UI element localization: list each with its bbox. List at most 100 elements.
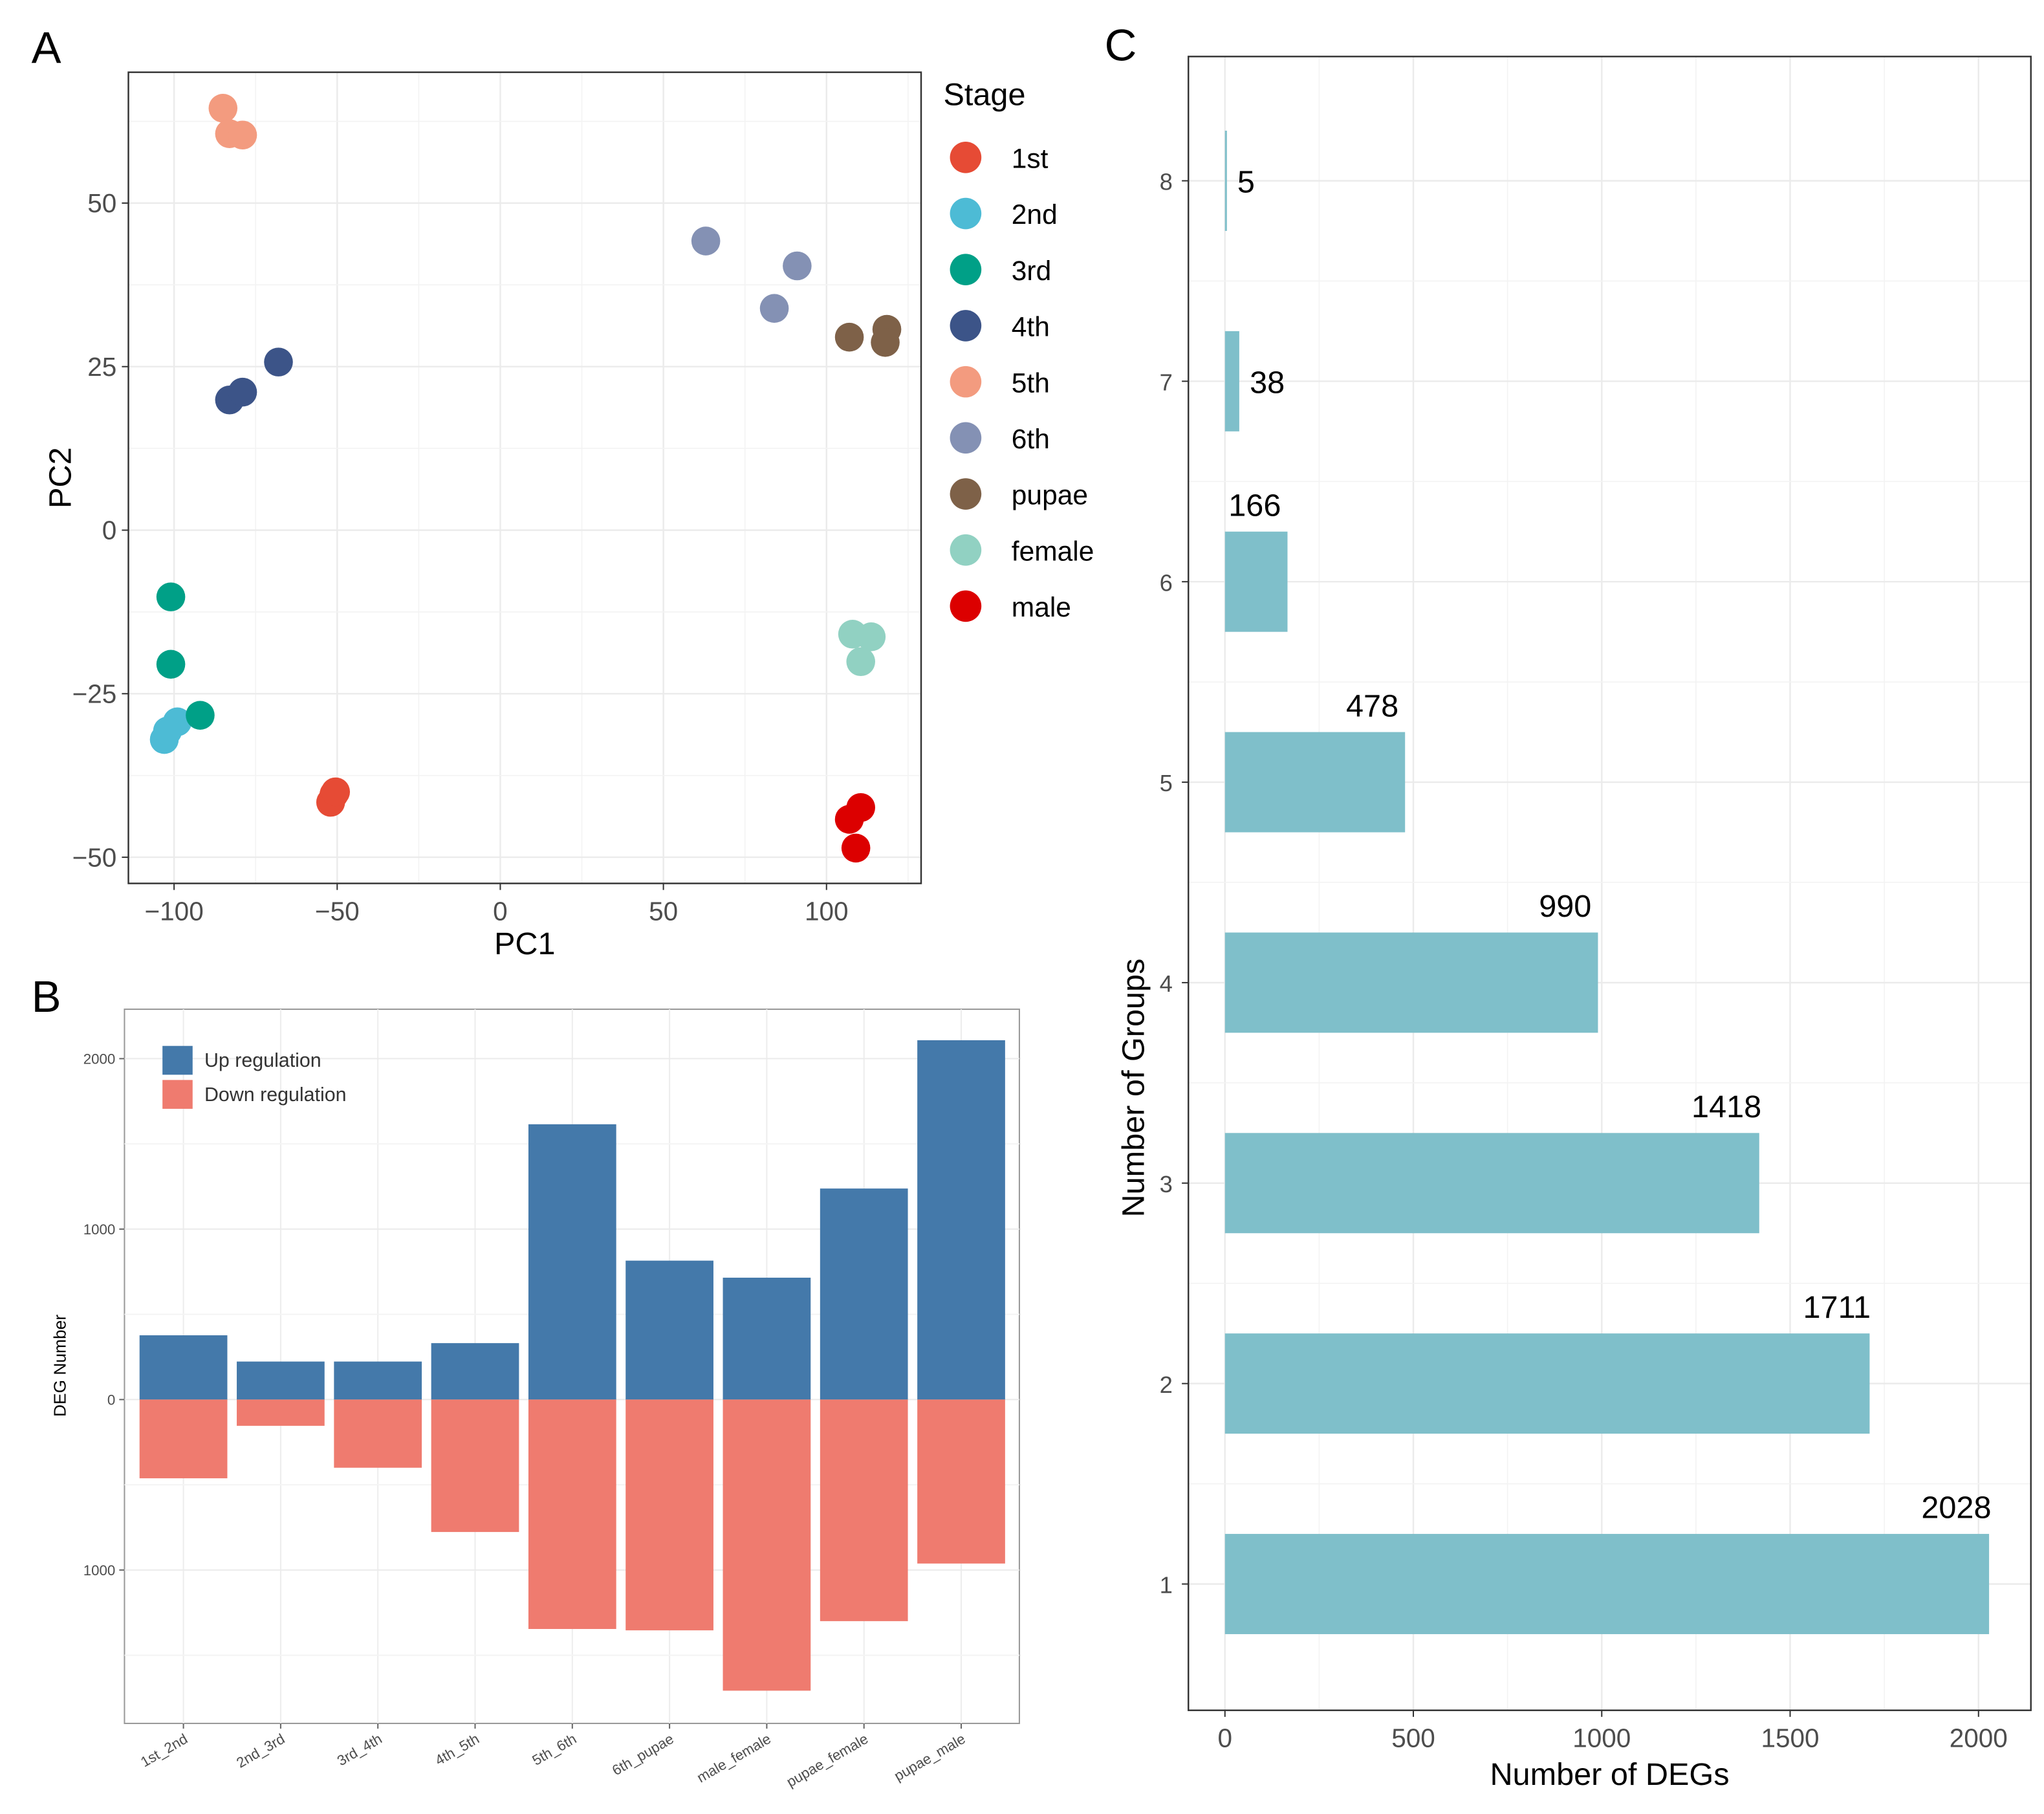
point-pupae (834, 322, 864, 352)
panel-letter-a: A (32, 23, 61, 72)
data-label: 2028 (1921, 1491, 1991, 1525)
legend-label-pupae: pupae (1012, 480, 1088, 511)
legend-label-up: Up regulation (204, 1049, 321, 1071)
legend-label-down: Down regulation (204, 1084, 347, 1106)
point-6th (759, 294, 789, 323)
panel-b-y-tick-label: 1000 (83, 1221, 116, 1238)
panel-a-x-tick-label: 50 (649, 896, 678, 926)
bar-group-7 (1224, 331, 1239, 432)
panel-c-y-tick-label: 7 (1160, 369, 1173, 396)
bar-up-5th_6th (528, 1124, 616, 1400)
point-4th (264, 347, 293, 377)
legend-key-female (950, 534, 982, 566)
bar-down-6th_pupae (625, 1399, 713, 1631)
legend-label-2nd: 2nd (1012, 199, 1058, 230)
panel-c-y-tick-label: 4 (1160, 970, 1173, 997)
point-5th (228, 120, 257, 150)
data-label: 1418 (1691, 1089, 1761, 1124)
legend-key-1st (950, 142, 982, 173)
panel-c-x-tick-label: 2000 (1950, 1723, 2008, 1753)
point-4th (228, 377, 257, 407)
legend-label-5th: 5th (1012, 367, 1050, 399)
bar-group-4 (1224, 932, 1598, 1033)
panel-c-x-tick-label: 0 (1217, 1723, 1232, 1753)
point-3rd (186, 701, 215, 730)
bar-down-5th_6th (528, 1399, 616, 1630)
bar-down-pupae_female (820, 1399, 908, 1621)
panel-c-y-axis-title: Number of Groups (1116, 959, 1151, 1218)
panel-a-x-axis-title: PC1 (494, 926, 556, 961)
data-label: 166 (1228, 488, 1281, 523)
bar-up-male_female (723, 1277, 811, 1400)
panel-a-y-tick-label: −25 (72, 679, 117, 708)
point-3rd (156, 582, 186, 611)
bar-up-6th_pupae (625, 1260, 713, 1400)
panel-b-y-tick-label: 0 (107, 1392, 115, 1408)
panel-c-y-tick-label: 6 (1160, 569, 1173, 596)
panel-b-x-tick-label: 3rd_4th (334, 1731, 385, 1769)
legend-key-male (950, 590, 982, 622)
data-label: 478 (1346, 688, 1398, 723)
bar-group-3 (1224, 1133, 1759, 1234)
panel-c-y-tick-label: 5 (1160, 770, 1173, 796)
legend-label-1st: 1st (1012, 144, 1049, 175)
point-pupae (871, 328, 900, 357)
panel-a-border (127, 71, 922, 884)
point-female (856, 622, 886, 651)
panel-b-x-tick-label: 5th_6th (530, 1731, 580, 1769)
legend-key-3rd (950, 254, 982, 286)
point-3rd (156, 650, 186, 679)
panel-a-x-tick-label: 0 (493, 896, 508, 926)
panel-b-x-tick-label: male_female (694, 1731, 774, 1786)
bar-up-1st_2nd (139, 1335, 228, 1400)
bar-up-pupae_female (820, 1188, 908, 1400)
legend-title: Stage (943, 77, 1025, 112)
panel-a-y-tick-label: −50 (72, 842, 117, 872)
panel-b-x-tick-label: 2nd_3rd (234, 1731, 287, 1771)
bar-group-2 (1224, 1333, 1870, 1434)
panel-c-border (1188, 56, 2032, 1711)
bar-down-4th_5th (431, 1399, 519, 1533)
panel-a-y-tick-label: 25 (87, 352, 116, 382)
point-5th (208, 93, 238, 123)
panel-a-y-axis-title: PC2 (43, 447, 78, 508)
bar-up-3rd_4th (334, 1361, 422, 1400)
panel-b-y-tick-label: 1000 (83, 1562, 116, 1579)
panel-c-x-tick-label: 500 (1391, 1723, 1435, 1753)
panel-c-x-tick-label: 1000 (1572, 1723, 1631, 1753)
point-1st (321, 777, 351, 807)
point-male (841, 833, 871, 863)
panel-letter-c: C (1105, 20, 1137, 70)
legend-label-3rd: 3rd (1012, 256, 1051, 287)
legend-key-2nd (950, 197, 982, 230)
panel-a-y-tick-label: 50 (87, 188, 116, 218)
panel-b-x-tick-label: pupae_male (891, 1731, 968, 1784)
legend-key-down (162, 1080, 193, 1109)
data-label: 38 (1250, 366, 1285, 400)
bar-up-pupae_male (917, 1040, 1005, 1400)
bar-down-3rd_4th (334, 1399, 422, 1468)
panel-b-x-tick-label: 4th_5th (432, 1731, 482, 1769)
legend-label-6th: 6th (1012, 424, 1050, 455)
bar-up-4th_5th (431, 1343, 519, 1400)
panel-c-x-tick-label: 1500 (1761, 1723, 1819, 1753)
legend-key-6th (950, 422, 982, 454)
panel-letter-b: B (32, 972, 61, 1022)
panel-b-x-tick-label: 6th_pupae (609, 1731, 677, 1778)
panel-a-x-tick-label: −50 (315, 896, 360, 926)
data-label: 1711 (1803, 1290, 1871, 1325)
legend-label-4th: 4th (1012, 312, 1050, 343)
bar-group-1 (1224, 1534, 1990, 1634)
legend-key-4th (950, 310, 982, 342)
panel-c-y-tick-label: 2 (1160, 1371, 1173, 1398)
panel-b-y-axis-title: DEG Number (50, 1315, 69, 1417)
legend-key-pupae (950, 478, 982, 510)
bar-down-1st_2nd (139, 1399, 228, 1479)
legend-key-5th (950, 366, 982, 398)
bar-down-pupae_male (917, 1399, 1005, 1564)
legend-key-up (162, 1045, 193, 1075)
point-2nd (153, 716, 182, 746)
panel-c-background (1188, 56, 2031, 1710)
point-male (834, 805, 864, 834)
